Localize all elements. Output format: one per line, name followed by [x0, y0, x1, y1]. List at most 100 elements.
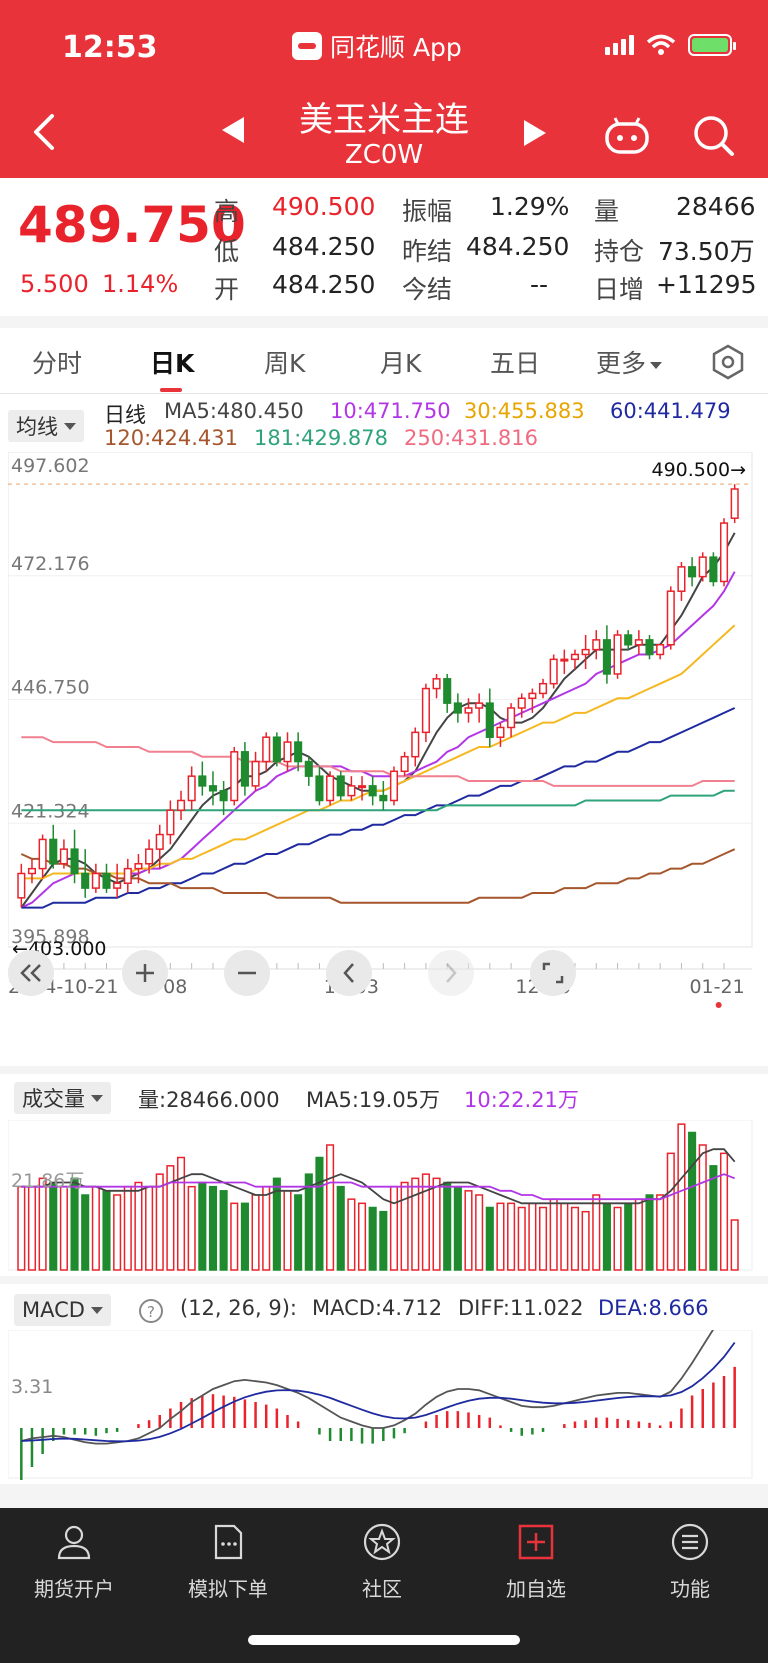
tab-weekly-k[interactable]: 周K — [264, 349, 306, 378]
ma-line-ma10 — [20, 571, 736, 909]
candle — [219, 790, 228, 802]
volume-bar — [283, 1190, 292, 1271]
ma-line-ma60 — [21, 707, 736, 909]
candle — [453, 702, 462, 714]
volume-ma5-line — [21, 1148, 736, 1205]
quote-value-low: 484.250 — [272, 232, 376, 261]
candlestick-chart[interactable]: 497.602 472.176 446.750 421.324 395.898 490.5… — [8, 452, 760, 1062]
robot-assistant-icon[interactable] — [604, 116, 650, 156]
indicator-select[interactable]: 均线 — [8, 410, 84, 442]
menu-circle-icon — [671, 1523, 709, 1561]
candle — [81, 872, 90, 889]
volume-bar — [496, 1202, 505, 1271]
fullscreen-icon — [542, 962, 564, 984]
candle — [645, 639, 654, 656]
volume-bar — [176, 1156, 186, 1271]
tab-daily-k[interactable]: 日K — [150, 349, 195, 378]
macd-select-label: MACD — [22, 1298, 85, 1322]
candle — [187, 775, 196, 802]
tab-intraday[interactable]: 分时 — [32, 349, 83, 378]
candle — [485, 702, 494, 738]
candle — [475, 702, 484, 709]
volume-ma10: 10:22.21万 — [464, 1088, 579, 1112]
home-indicator — [248, 1635, 520, 1645]
back-arrow-icon[interactable] — [30, 112, 60, 152]
scroll-right-button[interactable] — [428, 950, 474, 996]
volume-bar — [336, 1185, 345, 1271]
help-icon[interactable]: ? — [138, 1298, 164, 1324]
star-badge-icon — [363, 1523, 401, 1561]
tabbar-open-account[interactable]: 期货开户 — [14, 1522, 134, 1602]
candle — [198, 775, 207, 787]
volume-bar — [208, 1185, 218, 1271]
tabbar-label: 模拟下单 — [188, 1577, 268, 1601]
macd-indicator-select[interactable]: MACD — [14, 1294, 111, 1326]
candle — [336, 775, 345, 797]
volume-bar — [70, 1177, 79, 1271]
zoom-out-button[interactable] — [224, 950, 270, 996]
volume-bar — [570, 1206, 580, 1271]
tabbar-functions[interactable]: 功能 — [630, 1522, 750, 1602]
volume-bar — [59, 1185, 68, 1271]
candle — [262, 736, 271, 763]
tab-monthly-k[interactable]: 月K — [380, 349, 422, 378]
fullscreen-button[interactable] — [530, 950, 576, 996]
volume-bar — [166, 1165, 175, 1271]
tab-five-day[interactable]: 五日 — [490, 349, 541, 378]
candle — [634, 639, 643, 646]
quote-value-prev-settle: 484.250 — [466, 232, 570, 261]
volume-bar — [17, 1185, 26, 1271]
volume-bar — [560, 1202, 569, 1271]
quote-label-open: 开 — [214, 275, 240, 304]
status-app-name: 同花顺 App — [330, 33, 462, 62]
y-tick-label: 446.750 — [11, 677, 90, 699]
scroll-left-button[interactable] — [326, 950, 372, 996]
candle — [677, 566, 686, 592]
tabbar-community[interactable]: 社区 — [322, 1522, 442, 1602]
volume-bar — [272, 1177, 281, 1271]
volume-bar — [230, 1202, 239, 1271]
prev-contract-icon[interactable] — [222, 117, 244, 143]
divider — [0, 1066, 768, 1074]
candle — [613, 634, 622, 675]
quote-value-open-interest: 73.50万 — [658, 237, 755, 266]
candle — [496, 726, 505, 738]
ma60-value: 60:441.479 — [610, 399, 731, 423]
volume-bar — [538, 1206, 548, 1271]
volume-indicator-select[interactable]: 成交量 — [14, 1082, 111, 1114]
candle — [134, 863, 143, 870]
candle — [538, 682, 548, 695]
zoom-in-button[interactable] — [122, 950, 168, 996]
minus-icon — [238, 971, 256, 975]
candle — [730, 488, 739, 519]
tabbar-label: 期货开户 — [34, 1577, 114, 1601]
macd-frame — [8, 1330, 753, 1479]
tabbar-simulated-order[interactable]: 模拟下单 — [168, 1522, 288, 1602]
macd-chart[interactable]: 3.31 — [8, 1330, 760, 1480]
ma30-value: 30:455.883 — [464, 399, 585, 423]
volume-bar — [304, 1173, 313, 1271]
divider — [0, 1484, 768, 1508]
volume-bar — [443, 1181, 452, 1271]
candle — [719, 522, 729, 583]
settings-hexagon-icon[interactable] — [710, 344, 746, 380]
volume-bar — [581, 1210, 590, 1271]
candle — [240, 751, 249, 787]
collapse-left-button[interactable] — [8, 950, 54, 996]
tab-more[interactable]: 更多 — [596, 344, 663, 380]
status-app-indicator[interactable]: 同花顺 App — [292, 28, 462, 64]
volume-bar — [315, 1156, 324, 1271]
candle — [560, 658, 569, 662]
current-date-dot — [715, 1002, 722, 1008]
next-contract-icon[interactable] — [524, 120, 546, 146]
candle — [27, 867, 37, 875]
search-icon[interactable] — [692, 114, 736, 158]
tabbar-add-watchlist[interactable]: 加自选 — [476, 1522, 596, 1602]
ma181-value: 181:429.878 — [254, 426, 388, 450]
candle — [49, 838, 58, 865]
candle — [698, 556, 707, 578]
volume-bar — [453, 1185, 462, 1271]
double-chevron-left-icon — [20, 964, 41, 982]
volume-bar — [27, 1185, 37, 1271]
volume-chart[interactable]: 21.86万 — [8, 1120, 760, 1272]
